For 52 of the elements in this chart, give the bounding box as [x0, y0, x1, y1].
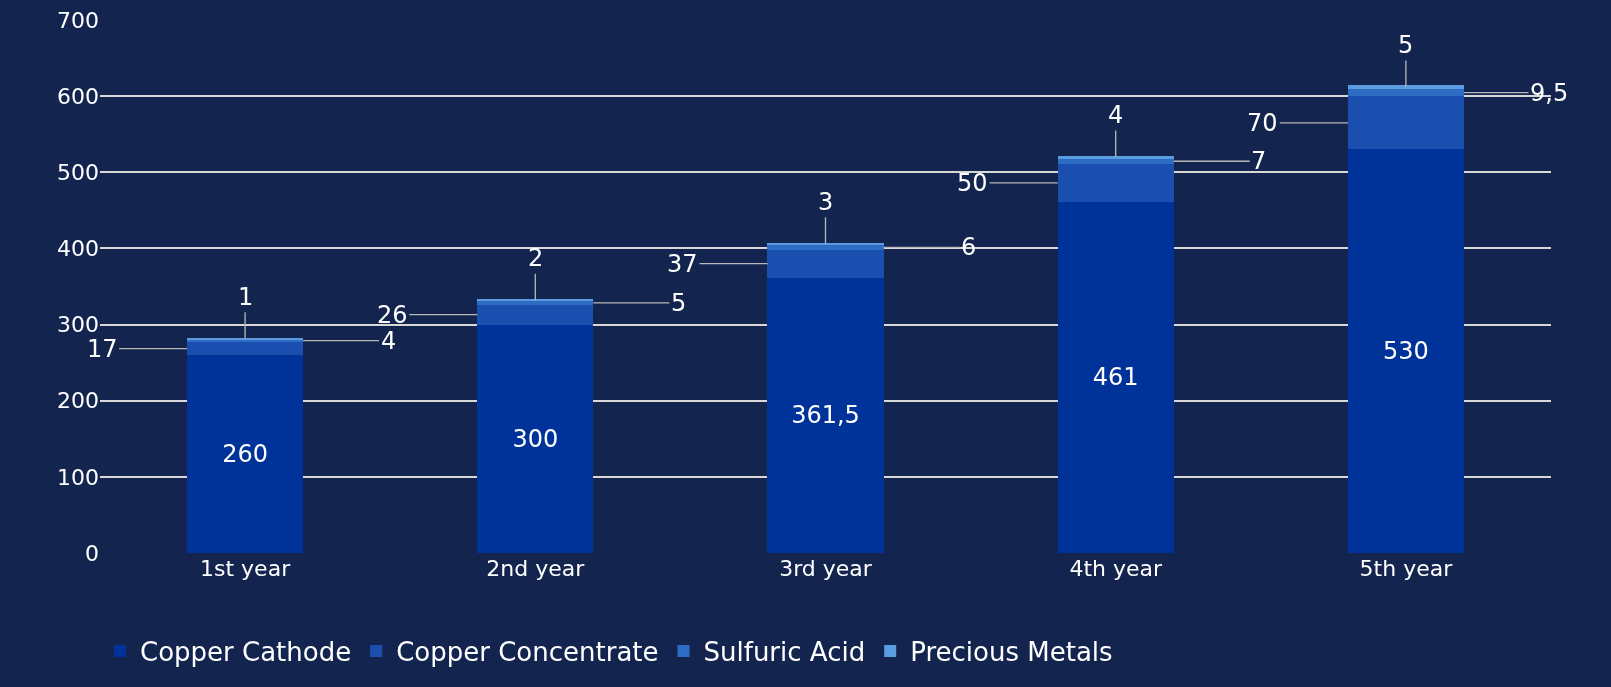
bar: [187, 355, 304, 553]
data-label: 4: [1108, 101, 1124, 129]
x-tick-label: 3rd year: [779, 556, 873, 581]
bar: [1347, 96, 1464, 150]
y-tick-label: 400: [57, 236, 99, 262]
data-label: 260: [222, 440, 269, 469]
bar: [187, 342, 304, 356]
data-label: 3: [818, 188, 834, 216]
bar: [1347, 85, 1464, 89]
y-tick-label: 100: [57, 464, 99, 490]
y-tick-label: 600: [57, 83, 99, 109]
y-tick-label: 500: [57, 159, 99, 185]
data-label: 37: [667, 250, 698, 278]
y-tick-label: 700: [57, 7, 99, 33]
x-tick-label: 2nd year: [486, 556, 586, 581]
bar: [477, 304, 594, 325]
x-tick-label: 5th year: [1359, 556, 1454, 581]
data-label: 50: [957, 169, 988, 197]
data-label: 461: [1092, 363, 1139, 392]
data-label: 7: [1251, 147, 1267, 175]
bar: [1347, 149, 1464, 553]
legend-label: Precious Metals: [910, 637, 1113, 668]
bar: [1057, 201, 1174, 553]
data-label: 5: [1398, 31, 1414, 59]
y-tick-label: 0: [85, 540, 99, 566]
x-tick-label: 1st year: [200, 556, 292, 581]
data-label: 70: [1247, 109, 1278, 137]
bar: [1057, 158, 1174, 164]
y-tick-label: 300: [57, 312, 99, 338]
data-label: 361,5: [791, 401, 860, 430]
bar: [767, 249, 884, 278]
data-label: 2: [528, 244, 544, 272]
data-label: 9,5: [1530, 79, 1569, 107]
bar: [477, 300, 594, 305]
data-label: 4: [381, 327, 397, 355]
y-tick-label: 200: [57, 388, 99, 414]
data-label: 530: [1382, 337, 1429, 366]
data-label: 26: [377, 301, 408, 329]
x-tick-label: 4th year: [1069, 556, 1163, 581]
data-label: 17: [87, 335, 118, 363]
legend-label: Sulfuric Acid: [703, 637, 866, 668]
bar: [1057, 163, 1174, 202]
data-label: 5: [671, 289, 687, 317]
data-label: 1: [238, 283, 254, 311]
legend-label: Copper Cathode: [140, 637, 352, 668]
bar: [477, 324, 594, 553]
bar: [767, 277, 884, 553]
bar: [1057, 155, 1174, 159]
data-label: 300: [512, 424, 559, 453]
bar: [1347, 88, 1464, 97]
legend-label: Copper Concentrate: [396, 637, 659, 668]
bar: [767, 245, 884, 250]
